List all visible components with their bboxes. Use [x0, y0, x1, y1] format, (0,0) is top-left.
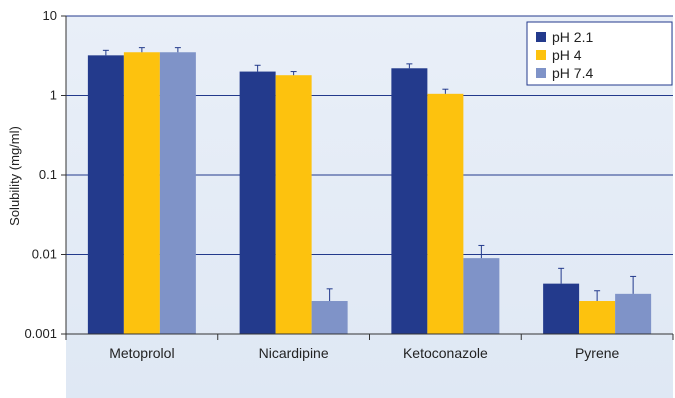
bar: [543, 283, 580, 334]
y-tick-label: 0.001: [24, 326, 57, 341]
bar: [239, 71, 276, 334]
bar: [427, 93, 464, 334]
y-axis-title: Solubility (mg/ml): [7, 126, 22, 226]
bar: [87, 55, 124, 334]
bar: [311, 301, 348, 334]
category-label: Pyrene: [575, 345, 620, 361]
bars: [87, 47, 652, 335]
legend-label: pH 4: [552, 47, 582, 63]
y-tick-label: 10: [43, 8, 57, 23]
bar: [159, 52, 196, 335]
category-label: Ketoconazole: [403, 345, 488, 361]
legend-swatch: [536, 32, 546, 42]
y-tick-label: 1: [50, 88, 57, 103]
axes: 0.001 0.01 0.1 1 10 Metoprolol Nicardipine Keto…: [24, 8, 674, 361]
y-tick-label: 0.1: [39, 167, 57, 182]
legend-label: pH 7.4: [552, 65, 593, 81]
category-label: Metoprolol: [109, 345, 174, 361]
bar: [615, 293, 652, 334]
legend: pH 2.1 pH 4 pH 7.4: [526, 21, 673, 86]
legend-swatch: [536, 50, 546, 60]
legend-box: [526, 21, 673, 86]
legend-label: pH 2.1: [552, 29, 593, 45]
bar: [579, 301, 616, 334]
bar: [463, 258, 500, 334]
category-label: Nicardipine: [259, 345, 329, 361]
y-tick-label: 0.01: [32, 247, 57, 262]
bar: [123, 52, 160, 335]
legend-swatch: [536, 68, 546, 78]
bar: [391, 68, 428, 334]
bar: [275, 75, 312, 334]
